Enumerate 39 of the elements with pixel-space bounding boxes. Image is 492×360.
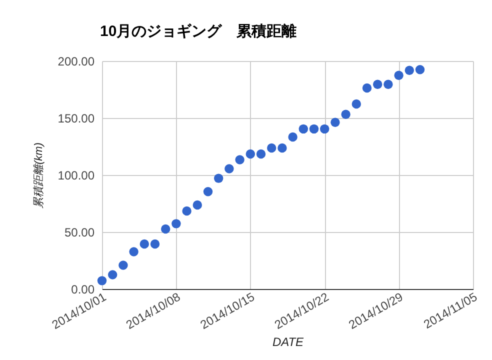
point	[330, 118, 340, 127]
point	[224, 164, 234, 174]
point	[150, 239, 160, 249]
point	[160, 224, 170, 234]
point	[352, 99, 362, 109]
point	[320, 124, 330, 134]
point	[394, 70, 404, 80]
point	[309, 124, 319, 134]
point	[372, 80, 382, 89]
point	[278, 143, 287, 153]
point	[266, 143, 276, 153]
point	[172, 219, 181, 228]
point	[384, 80, 393, 89]
point	[341, 110, 350, 119]
chart-title: 10月のジョギング 累積距離	[100, 23, 297, 40]
y-tick-label: 150.00	[58, 112, 95, 126]
point	[298, 124, 308, 134]
y-tick-label: 50.00	[64, 226, 95, 240]
point	[404, 66, 414, 75]
point	[246, 149, 256, 159]
point	[214, 174, 224, 183]
point	[415, 65, 425, 74]
point	[140, 239, 150, 249]
point	[118, 260, 128, 270]
point	[108, 270, 118, 280]
point	[129, 247, 138, 256]
point	[192, 200, 202, 210]
y-tick-label: 100.00	[58, 168, 95, 182]
y-tick-label: 200.00	[58, 54, 95, 68]
point	[256, 149, 266, 159]
y-axis-title: 累積距離(km)	[32, 142, 45, 208]
point	[182, 206, 192, 216]
point	[97, 276, 107, 286]
y-tick-label: 0.00	[71, 282, 95, 296]
point	[288, 132, 298, 142]
point	[362, 83, 372, 93]
point	[235, 155, 244, 164]
point	[203, 187, 213, 196]
x-axis-title: DATE	[272, 335, 305, 350]
